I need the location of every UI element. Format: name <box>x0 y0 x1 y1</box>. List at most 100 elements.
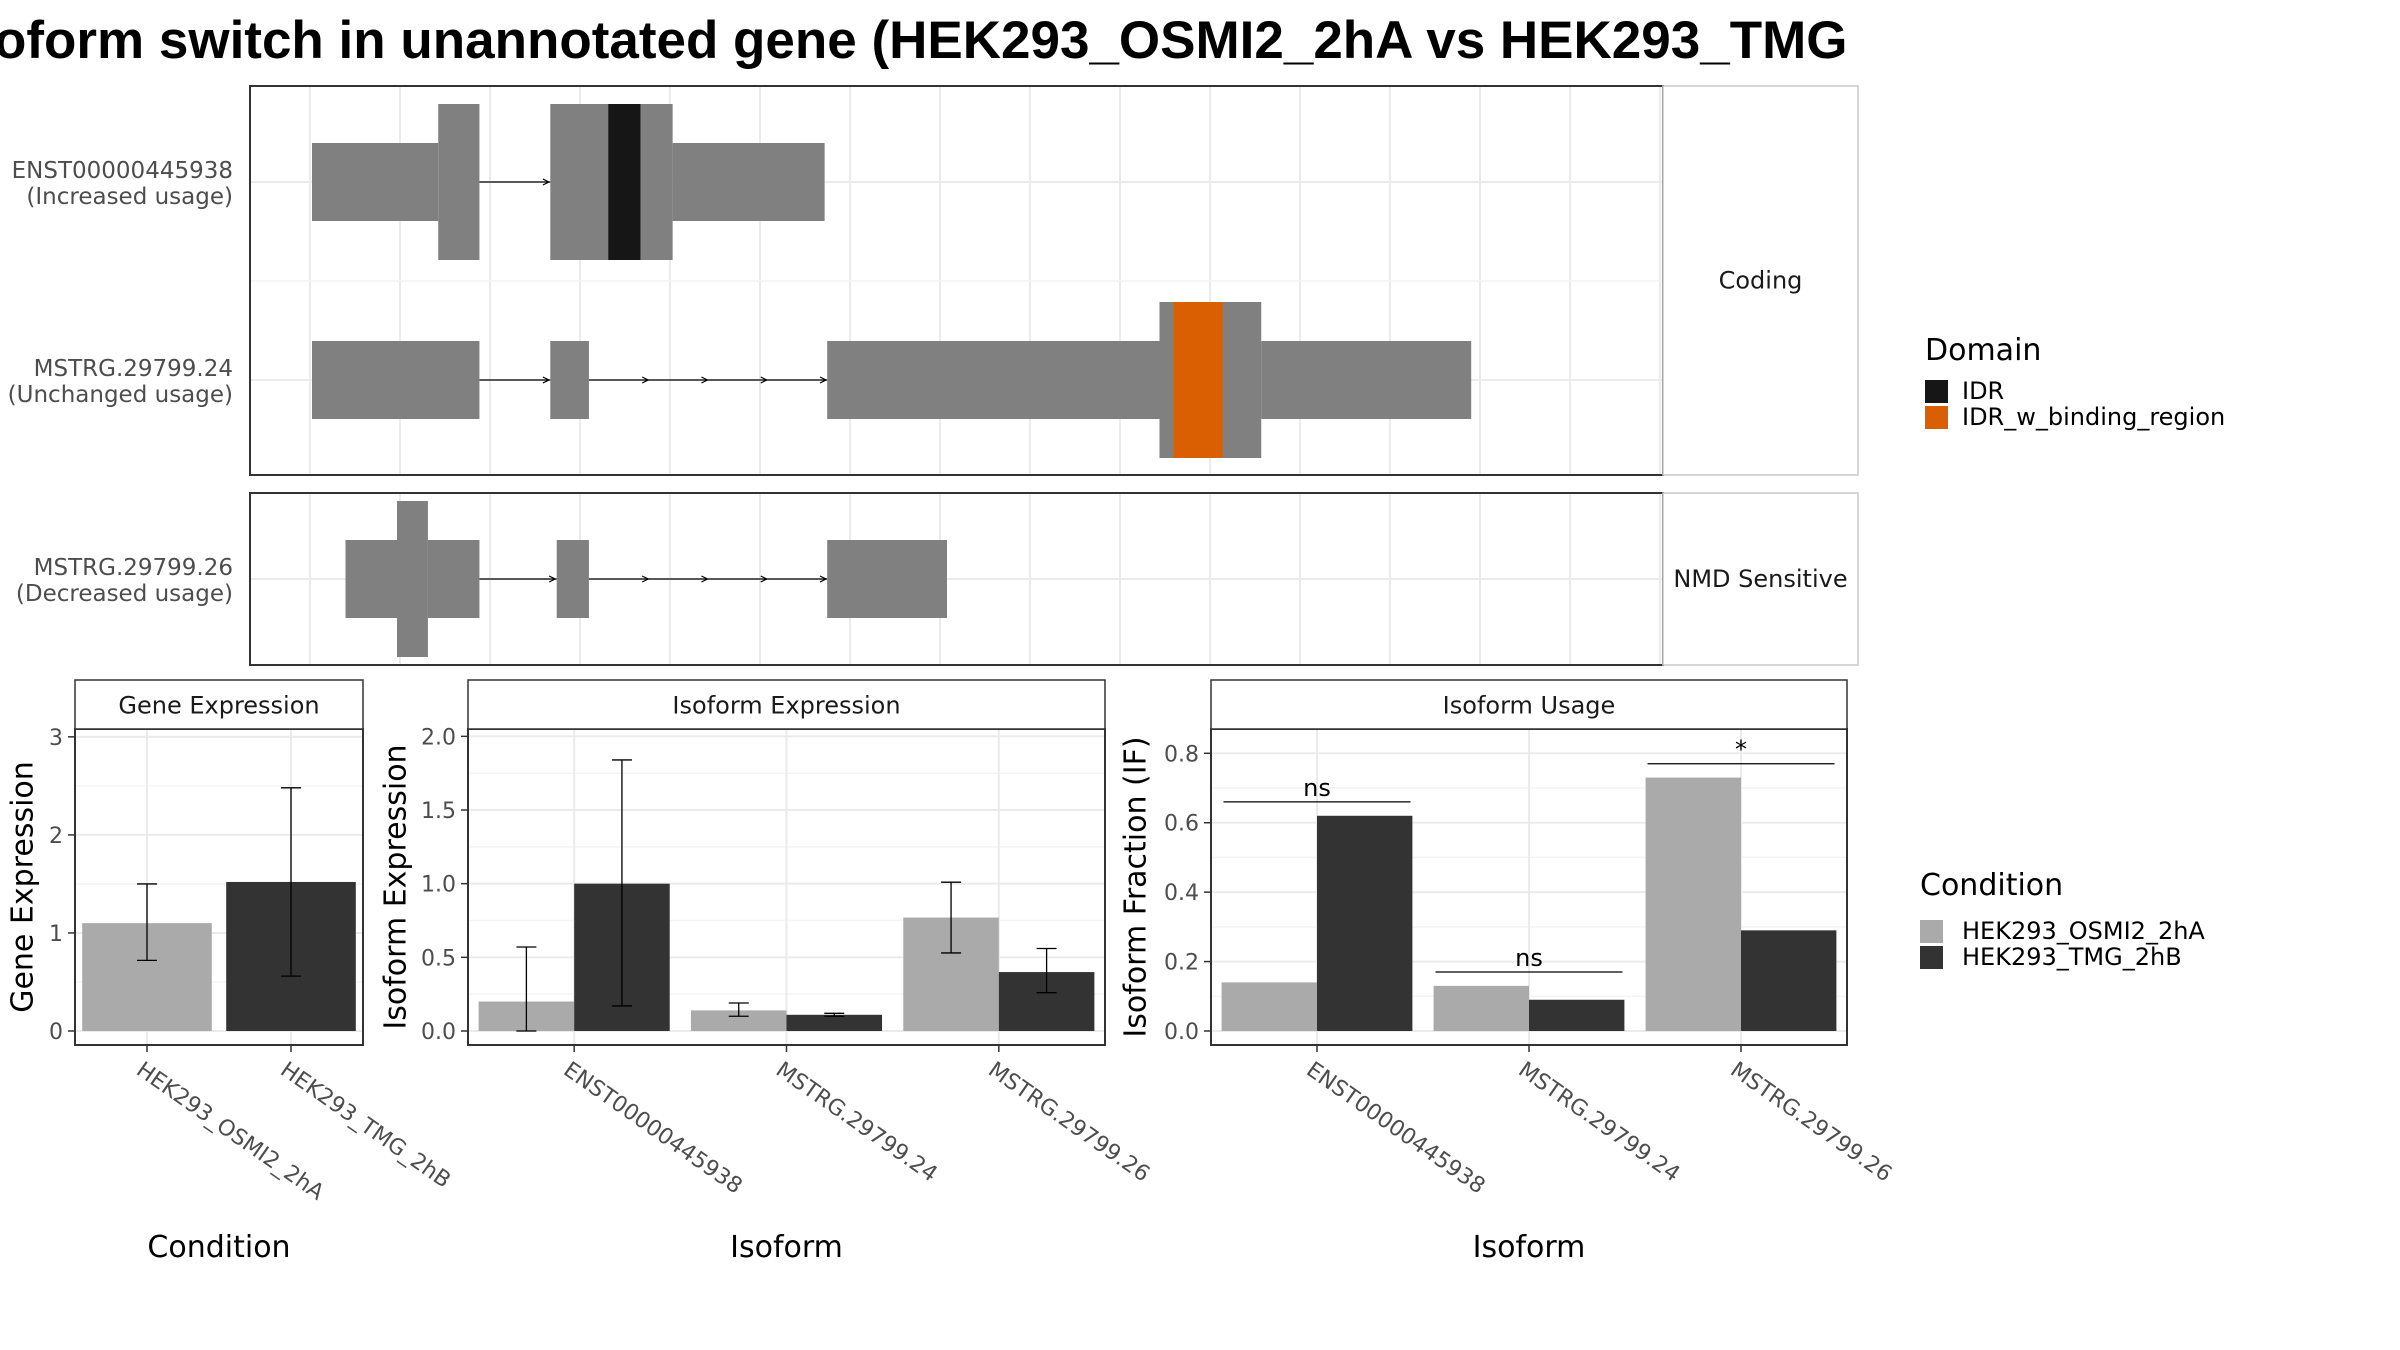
intron-arrow <box>542 376 551 384</box>
x-tick-label: MSTRG.29799.24 <box>1514 1057 1685 1187</box>
y-tick-label: 0.8 <box>1164 742 1199 767</box>
utr-exon <box>556 540 589 618</box>
bar <box>1741 930 1837 1031</box>
transcript-usage-label: (Decreased usage) <box>16 581 233 607</box>
panel-strip-label: NMD Sensitive <box>1673 565 1847 593</box>
x-tick-label: MSTRG.29799.26 <box>983 1057 1154 1187</box>
utr-exon <box>827 540 947 618</box>
intron-arrow <box>641 376 650 384</box>
bar <box>1221 982 1317 1031</box>
utr-exon <box>550 341 589 419</box>
x-tick-label: ENST00000445938 <box>1302 1057 1490 1199</box>
legend-label: HEK293_OSMI2_2hA <box>1962 917 2205 945</box>
intron-arrow <box>548 575 557 583</box>
legend-key <box>1920 920 1943 943</box>
x-axis-label: Isoform <box>730 1230 843 1265</box>
utr-exon <box>1261 341 1472 419</box>
significance-label: ns <box>1515 944 1543 972</box>
strip-box <box>74 679 364 730</box>
transcript-usage-label: (Increased usage) <box>26 184 233 210</box>
figure-title: oform switch in unannotated gene (HEK293… <box>0 11 1847 70</box>
x-axis-label: Isoform <box>1473 1230 1586 1265</box>
y-axis-label: Gene Expression <box>6 761 41 1013</box>
transcript: MSTRG.29799.24(Unchanged usage) <box>8 302 1472 458</box>
bar-chart: Isoform Expression 0.0 0.5 1.0 1.5 2.0 ENST000… <box>379 679 1154 1265</box>
legend-label: IDR <box>1962 377 2004 405</box>
legend-key <box>1925 380 1948 403</box>
y-axis-label: Isoform Fraction (IF) <box>1119 736 1154 1037</box>
transcript: MSTRG.29799.26(Decreased usage) <box>16 501 947 657</box>
panel-strip-label: Coding <box>1719 267 1803 295</box>
coding-exon <box>550 104 609 260</box>
utr-exon <box>827 341 1160 419</box>
intron-arrow <box>819 376 828 384</box>
transcript: ENST00000445938(Increased usage) <box>12 104 825 260</box>
y-tick-label: 1.0 <box>421 873 456 898</box>
utr-exon <box>427 540 480 618</box>
y-tick-label: 0.0 <box>421 1020 456 1045</box>
transcript-id-label: MSTRG.29799.26 <box>34 555 233 581</box>
legend-key <box>1920 946 1943 969</box>
domain-block <box>608 104 641 260</box>
x-tick-label: ENST00000445938 <box>559 1057 747 1199</box>
transcript-panel: ENST00000445938(Increased usage) MSTRG.29… <box>8 85 1859 476</box>
legend-label: HEK293_TMG_2hB <box>1962 943 2182 971</box>
y-tick-label: 0.0 <box>1164 1020 1199 1045</box>
transcript-id-label: MSTRG.29799.24 <box>34 356 233 382</box>
transcript-usage-label: (Unchanged usage) <box>8 382 233 408</box>
legend-title: Condition <box>1920 868 2063 903</box>
strip-box <box>1662 492 1859 666</box>
bar-chart: ns ns * Isoform Usage 0.0 0.2 0.4 0.6 0.8 ENST000… <box>1119 679 1897 1265</box>
domain-block <box>1173 302 1223 458</box>
y-tick-label: 0.2 <box>1164 951 1199 976</box>
chart-title: Isoform Expression <box>672 692 900 720</box>
significance-label: * <box>1735 736 1747 764</box>
intron-arrow <box>760 575 769 583</box>
legend-key <box>1925 406 1948 429</box>
chart-title: Isoform Usage <box>1443 692 1616 720</box>
x-tick-label: MSTRG.29799.24 <box>771 1057 942 1187</box>
expression-bar-charts: Gene Expression0123HEK293_OSMI2_2hAHEK29… <box>6 679 1897 1265</box>
y-tick-label: 3 <box>49 726 63 751</box>
y-tick-label: 2 <box>49 824 63 849</box>
strip-box <box>467 679 1106 730</box>
y-tick-label: 0 <box>49 1020 63 1045</box>
transcript-structure-plot: ENST00000445938(Increased usage) MSTRG.29… <box>8 85 1859 666</box>
utr-exon <box>345 540 398 618</box>
x-axis-label: Condition <box>147 1230 290 1265</box>
transcript-id-label: ENST00000445938 <box>12 158 233 184</box>
transcript-panel: MSTRG.29799.26(Decreased usage) NMD Sensi… <box>16 492 1859 666</box>
y-tick-label: 2.0 <box>421 725 456 750</box>
y-tick-label: 0.4 <box>1164 881 1199 906</box>
utr-exon <box>312 341 480 419</box>
significance-label: ns <box>1303 774 1331 802</box>
intron-arrow <box>542 178 551 186</box>
coding-exon <box>438 104 480 260</box>
intron-arrow <box>701 575 709 583</box>
y-tick-label: 1.5 <box>421 799 456 824</box>
legend-label: IDR_w_binding_region <box>1962 403 2225 431</box>
y-tick-label: 0.6 <box>1164 812 1199 837</box>
intron-arrow <box>641 575 650 583</box>
utr-exon <box>672 143 825 221</box>
chart-title: Gene Expression <box>118 692 319 720</box>
utr-exon <box>312 143 439 221</box>
coding-exon <box>397 501 428 657</box>
bar <box>1645 777 1741 1031</box>
x-tick-label: MSTRG.29799.26 <box>1726 1057 1897 1187</box>
intron-arrow <box>819 575 828 583</box>
y-tick-label: 1 <box>49 922 63 947</box>
bar <box>786 1014 883 1031</box>
y-tick-label: 0.5 <box>421 946 456 971</box>
bar <box>1529 999 1625 1031</box>
legend-title: Domain <box>1925 333 2041 368</box>
strip-box <box>1210 679 1848 730</box>
bar <box>1317 815 1413 1031</box>
bar <box>690 1010 787 1031</box>
strip-box <box>1662 85 1859 476</box>
bar-chart: Gene Expression0123HEK293_OSMI2_2hAHEK29… <box>6 679 455 1265</box>
intron-arrow <box>760 376 769 384</box>
